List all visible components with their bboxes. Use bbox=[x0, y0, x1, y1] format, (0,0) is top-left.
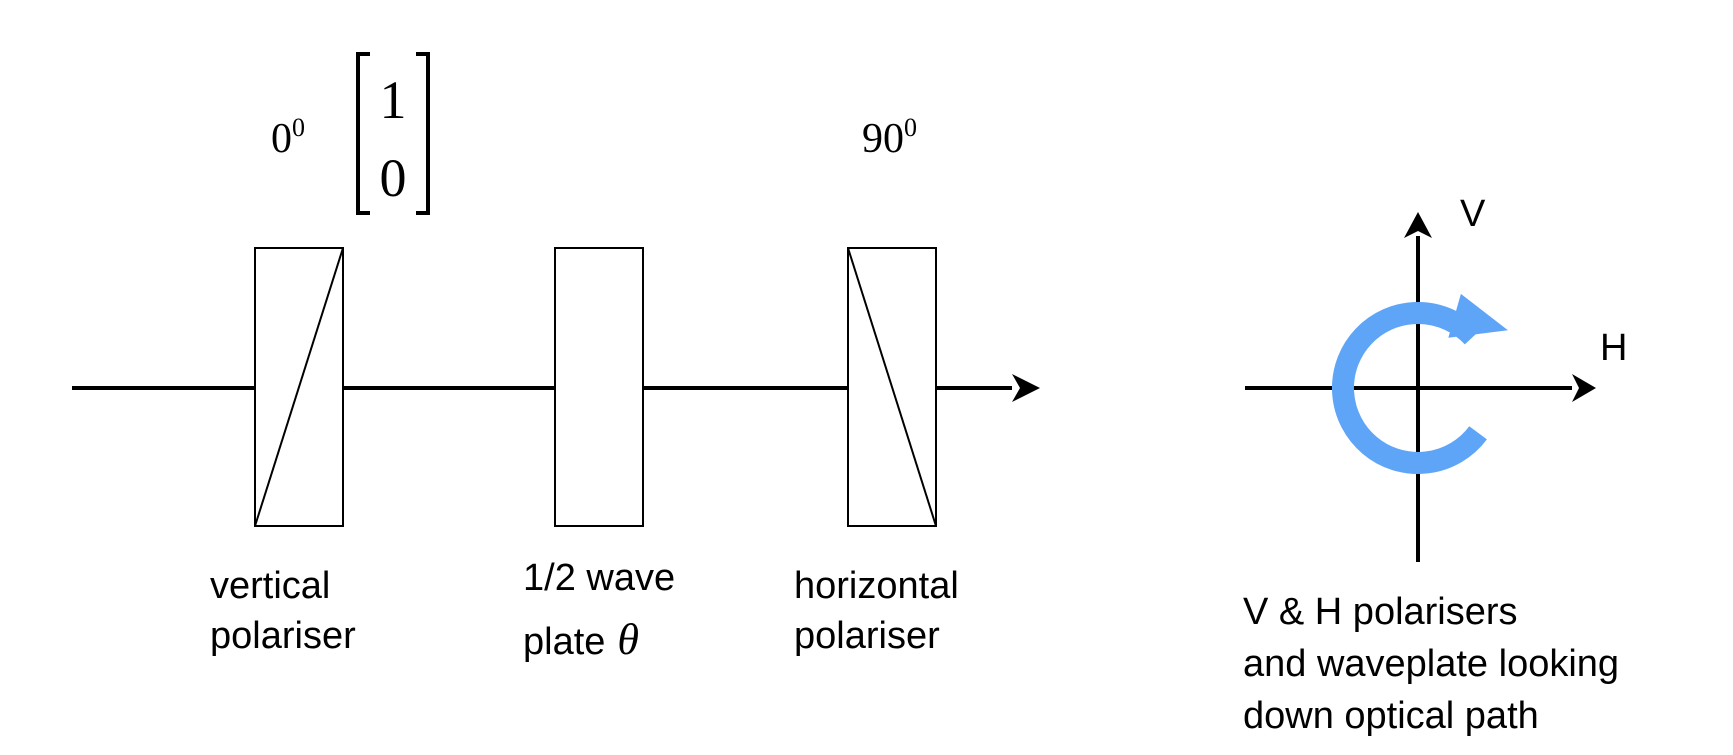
jones-vector-left-bracket bbox=[356, 52, 370, 215]
h-axis-label: H bbox=[1600, 327, 1627, 369]
horizontal-polariser-label-line2: polariser bbox=[794, 615, 940, 657]
beam-arrowhead-icon bbox=[1012, 374, 1040, 402]
half-wave-plate-label-line2: plate θ bbox=[523, 615, 639, 664]
v-axis-label: V bbox=[1460, 193, 1486, 235]
axes-caption-line3: down optical path bbox=[1243, 695, 1539, 737]
clockwise-rotation-arrow-icon bbox=[1331, 293, 1508, 474]
h-axis-arrowhead-icon bbox=[1572, 374, 1596, 402]
jones-vector-right-bracket bbox=[416, 52, 430, 215]
axes-caption-line1: V & H polarisers bbox=[1243, 591, 1518, 633]
jones-vector-top: 1 bbox=[380, 70, 407, 130]
vertical-polariser-label-line2: polariser bbox=[210, 615, 356, 657]
half-wave-plate-label-line1: 1/2 wave bbox=[523, 557, 675, 599]
horizontal-polariser-diagonal bbox=[847, 247, 937, 527]
rotation-arrowhead-icon bbox=[1448, 293, 1508, 338]
axes-view: V H V & H polarisers and waveplate looki… bbox=[1243, 193, 1627, 737]
vertical-polariser-label-line1: vertical bbox=[210, 565, 330, 607]
axes-caption-line2: and waveplate looking bbox=[1243, 643, 1619, 685]
horizontal-polariser-label-line1: horizontal bbox=[794, 565, 959, 607]
rotation-arc bbox=[1331, 302, 1487, 474]
half-wave-plate: 1/2 wave plate θ bbox=[523, 247, 675, 664]
horizontal-polariser: 900 horizontal polariser bbox=[794, 113, 959, 657]
jones-vector: 1 0 bbox=[356, 52, 430, 215]
vertical-polariser-angle: 00 bbox=[271, 113, 305, 162]
half-wave-plate-box bbox=[554, 247, 644, 527]
v-axis-arrowhead-icon bbox=[1404, 212, 1432, 238]
jones-vector-bottom: 0 bbox=[380, 148, 407, 208]
vertical-polariser-diagonal bbox=[254, 247, 344, 527]
horizontal-polariser-angle: 900 bbox=[862, 113, 917, 162]
vertical-polariser: 00 vertical polariser bbox=[210, 113, 356, 657]
